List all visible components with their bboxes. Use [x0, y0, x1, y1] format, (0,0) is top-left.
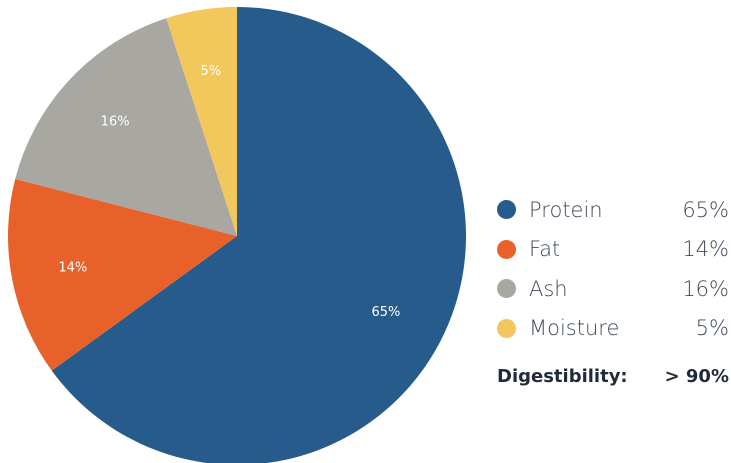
legend-label: Ash: [529, 276, 568, 301]
digestibility-value: > 90%: [664, 366, 729, 387]
legend-swatch: [497, 279, 516, 299]
legend-swatch: [497, 200, 516, 220]
slice-label-fat: 14%: [58, 260, 87, 275]
digestibility-row: Digestibility: > 90%: [497, 366, 731, 387]
legend-label: Moisture: [529, 316, 620, 341]
legend: Protein 65% Fat 14% Ash 16% Moisture 5%: [497, 190, 731, 348]
pie-slice-protein: [51, 7, 466, 463]
legend-label: Fat: [529, 237, 561, 262]
legend-label: Protein: [529, 197, 603, 222]
pie-chart: 65% 14% 16% 5%: [8, 6, 466, 463]
legend-item-moisture: Moisture 5%: [497, 309, 731, 349]
slice-label-ash: 16%: [101, 115, 130, 130]
legend-swatch: [497, 239, 516, 259]
pie-slice-moisture: [166, 6, 237, 236]
legend-item-ash: Ash 16%: [497, 269, 731, 309]
slice-label-moisture: 5%: [201, 64, 222, 79]
legend-swatch: [497, 318, 516, 338]
digestibility-label: Digestibility:: [497, 366, 628, 387]
legend-value: 5%: [695, 316, 729, 341]
legend-item-fat: Fat 14%: [497, 230, 731, 270]
legend-item-protein: Protein 65%: [497, 190, 731, 230]
slice-label-protein: 65%: [371, 305, 400, 320]
legend-value: 65%: [682, 197, 729, 222]
legend-value: 16%: [682, 276, 729, 301]
legend-value: 14%: [682, 237, 729, 262]
pie-slice-ash: [15, 18, 237, 237]
pie-slice-fat: [8, 179, 238, 371]
